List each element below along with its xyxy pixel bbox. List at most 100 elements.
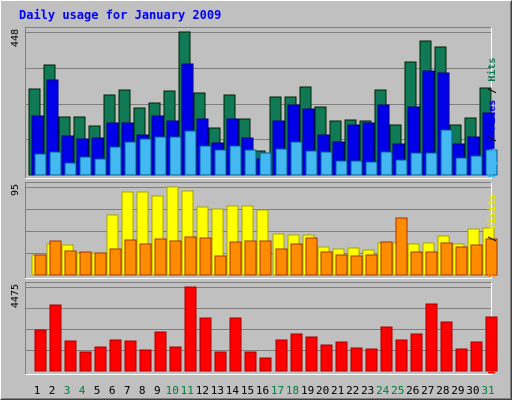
- bar-outline: [229, 241, 242, 276]
- x-tick-label-29: 29: [451, 384, 464, 397]
- bar-outline: [79, 251, 92, 276]
- bar-outline: [350, 347, 363, 372]
- bar-face: [185, 131, 196, 175]
- bar-outline: [335, 254, 348, 276]
- bar-face: [125, 142, 136, 175]
- bar-pages-day-6: [109, 146, 122, 176]
- bar-face: [260, 153, 271, 175]
- bar-face: [273, 121, 284, 175]
- bar-outline: [470, 244, 483, 276]
- x-tick-label-8: 8: [139, 384, 146, 397]
- x-tick-label-3: 3: [64, 384, 71, 397]
- y-max-label: 4475: [10, 284, 21, 308]
- bar-outline: [455, 246, 468, 276]
- bar-face: [50, 152, 61, 175]
- bar-outline: [380, 326, 393, 372]
- bar-sites-day-30: [470, 244, 483, 276]
- x-tick-label-13: 13: [211, 384, 224, 397]
- bar-sites-day-28: [440, 242, 453, 276]
- bar-kbytes-day-23: [365, 348, 378, 372]
- bar-face: [170, 241, 181, 275]
- bar-outline: [139, 349, 152, 372]
- bar-face: [408, 107, 419, 175]
- x-tick-label-26: 26: [406, 384, 419, 397]
- bar-outline: [290, 243, 303, 276]
- bar-outline: [320, 344, 333, 372]
- bar-face: [35, 154, 46, 175]
- bar-sites-day-12: [199, 237, 212, 276]
- bar-kbytes-day-25: [395, 339, 408, 372]
- bar-face: [110, 249, 121, 275]
- bar-outline: [305, 150, 318, 176]
- bar-face: [411, 334, 422, 371]
- bar-outline: [425, 303, 438, 372]
- bar-pages-day-14: [229, 145, 242, 176]
- x-tick-label-10: 10: [166, 384, 179, 397]
- bar-face: [396, 160, 407, 175]
- bar-kbytes-day-12: [199, 317, 212, 372]
- bar-kbytes-day-20: [320, 344, 333, 372]
- bar-sites-day-6: [109, 248, 122, 276]
- bar-outline: [109, 339, 122, 372]
- bar-face: [321, 252, 332, 275]
- bar-pages-day-20: [320, 151, 333, 176]
- x-tick-label-19: 19: [301, 384, 314, 397]
- bar-face: [260, 241, 271, 275]
- bar-outline: [244, 351, 257, 372]
- bar-face: [426, 252, 437, 275]
- legend-separator: /: [487, 82, 498, 100]
- bar-outline: [305, 237, 318, 276]
- bar-kbytes-day-16: [259, 357, 272, 372]
- bar-face: [276, 149, 287, 175]
- bar-face: [32, 116, 43, 175]
- bar-outline: [109, 146, 122, 176]
- bar-pages-day-22: [350, 160, 363, 176]
- bar-face: [50, 241, 61, 275]
- bar-face: [381, 152, 392, 175]
- bar-sites-day-26: [410, 251, 423, 276]
- bar-kbytes-day-10: [169, 346, 182, 372]
- x-tick-label-31: 31: [481, 384, 494, 397]
- bar-outline: [64, 162, 77, 176]
- bar-pages-day-18: [290, 141, 303, 176]
- bar-pages-day-9: [154, 136, 167, 176]
- panel-kbytes: 4475 KBytes: [10, 282, 498, 375]
- bar-sites-day-1: [34, 254, 47, 276]
- panels-layer: 448 Pages / Files / Hits 95 Sites / Visits 4…: [10, 27, 498, 375]
- bar-sites-day-20: [320, 251, 333, 276]
- x-tick-label-1: 1: [34, 384, 41, 397]
- bar-outline: [410, 333, 423, 372]
- bar-face: [215, 352, 226, 371]
- bar-outline: [350, 255, 363, 276]
- bar-outline: [94, 252, 107, 276]
- bar-outline: [184, 130, 197, 176]
- series-legend: Sites / Visits: [486, 194, 498, 278]
- bar-face: [260, 358, 271, 371]
- bar-kbytes-day-22: [350, 347, 363, 372]
- bar-pages-day-4: [79, 156, 92, 176]
- bar-kbytes-day-9: [154, 331, 167, 372]
- bar-face: [276, 249, 287, 275]
- bar-face: [426, 153, 437, 175]
- bar-outline: [154, 331, 167, 372]
- bar-face: [291, 334, 302, 371]
- bar-pages-day-26: [410, 152, 423, 176]
- bar-kbytes-day-14: [229, 317, 242, 372]
- bar-pages-day-17: [275, 148, 288, 176]
- bar-face: [182, 64, 193, 175]
- bar-outline: [169, 346, 182, 372]
- bar-face: [441, 130, 452, 175]
- bar-outline: [365, 254, 378, 276]
- legend-pages: Pages: [487, 148, 498, 178]
- bar-outline: [275, 248, 288, 276]
- bar-face: [336, 255, 347, 275]
- bar-face: [65, 251, 76, 275]
- bar-kbytes-day-27: [425, 303, 438, 372]
- bar-outline: [64, 250, 77, 276]
- plot-border-light: [25, 27, 492, 179]
- bar-face: [456, 247, 467, 275]
- bar-sites-day-14: [229, 241, 242, 276]
- panel-visits-sites: 95 Sites / Visits: [10, 182, 498, 279]
- x-tick-label-25: 25: [391, 384, 404, 397]
- bar-outline: [290, 333, 303, 372]
